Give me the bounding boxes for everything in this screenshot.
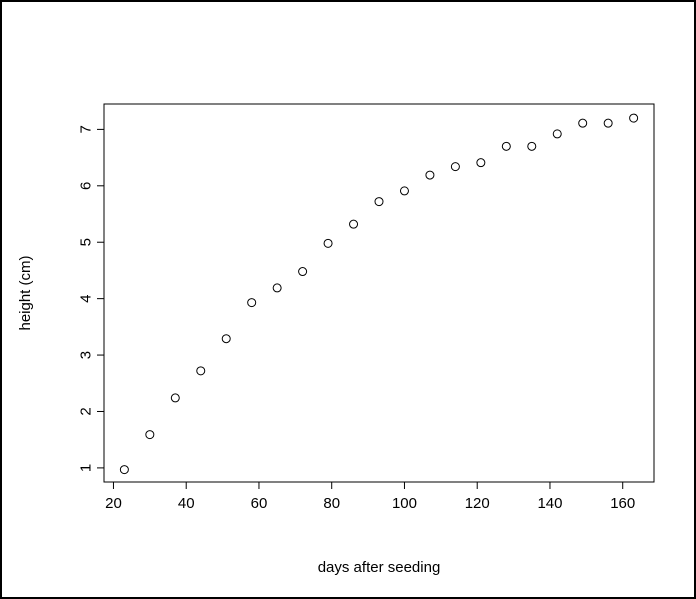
data-point	[629, 113, 639, 123]
y-tick-label: 7	[78, 125, 95, 133]
y-tick-label: 5	[78, 238, 95, 246]
y-tick-label: 6	[78, 182, 95, 190]
data-point	[221, 334, 231, 344]
data-point	[603, 118, 613, 128]
y-axis: 1 2 3 4 5 6 7	[78, 125, 105, 472]
x-tick-label: 60	[251, 495, 268, 512]
y-tick-label: 4	[78, 294, 95, 302]
x-tick-label: 20	[105, 495, 122, 512]
y-axis-label: height (cm)	[17, 255, 34, 330]
data-point	[298, 267, 308, 277]
x-tick-label: 40	[178, 495, 195, 512]
data-point	[170, 393, 180, 403]
y-tick-label: 2	[78, 407, 95, 415]
data-point	[247, 298, 257, 308]
x-axis: 20 40 60 80 100 120 140 160	[105, 481, 635, 512]
data-point	[349, 219, 359, 229]
plot-area-border	[103, 103, 655, 483]
data-point	[145, 430, 155, 440]
y-tick-label: 1	[78, 464, 95, 472]
data-point	[399, 186, 409, 196]
data-point	[501, 141, 511, 151]
data-point	[323, 238, 333, 248]
data-point	[272, 283, 282, 293]
y-tick-label: 3	[78, 351, 95, 359]
x-axis-label: days after seeding	[318, 559, 441, 576]
x-tick-label: 160	[610, 495, 635, 512]
data-point	[578, 118, 588, 128]
data-point	[527, 141, 537, 151]
data-point	[196, 366, 206, 376]
data-point	[425, 170, 435, 180]
data-points	[119, 113, 639, 475]
x-tick-label: 140	[537, 495, 562, 512]
data-point	[450, 162, 460, 172]
data-point	[119, 465, 129, 475]
x-tick-label: 120	[465, 495, 490, 512]
x-tick-label: 80	[323, 495, 340, 512]
data-point	[374, 197, 384, 207]
data-point	[476, 158, 486, 168]
data-point	[552, 129, 562, 139]
x-tick-label: 100	[392, 495, 417, 512]
